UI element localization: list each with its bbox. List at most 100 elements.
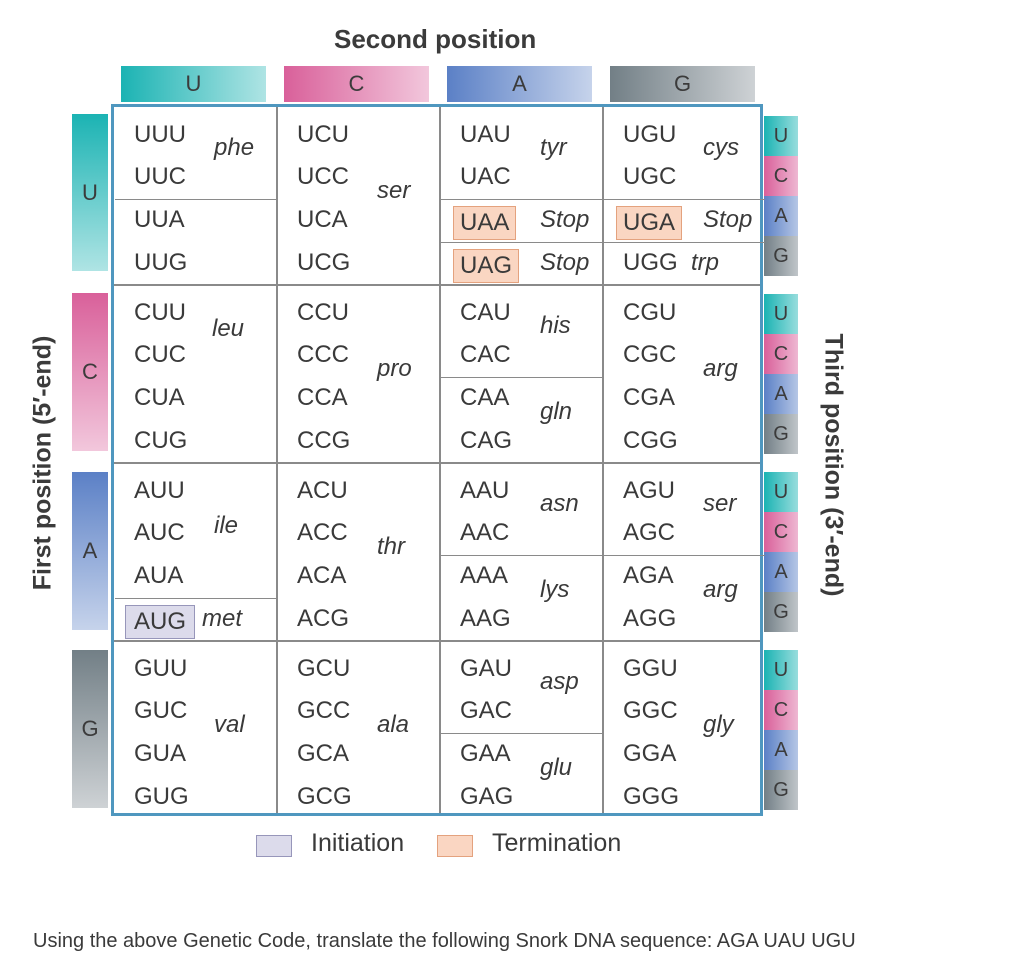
codon-ggc: GGC <box>623 697 678 724</box>
amino-acid-arg: arg <box>703 576 738 603</box>
codon-gag: GAG <box>460 783 514 810</box>
grid-divider <box>114 640 760 642</box>
codon-cga: CGA <box>623 384 676 411</box>
codon-ucc: UCC <box>297 163 349 190</box>
codon-aau: AAU <box>460 477 510 504</box>
codon-gcc: GCC <box>297 697 351 724</box>
amino-acid-glu: glu <box>540 754 573 781</box>
first-position-label: First position (5′-end) <box>28 335 57 591</box>
first-position-tab-u: U <box>72 114 108 271</box>
amino-acid-leu: leu <box>212 315 245 342</box>
amino-acid-phe: phe <box>214 134 255 161</box>
amino-acid-pro: pro <box>377 355 412 382</box>
codon-gug: GUG <box>134 783 189 810</box>
third-position-tab-a: A <box>764 374 798 414</box>
grid-divider <box>439 107 441 813</box>
second-position-tab-g: G <box>610 66 755 102</box>
codon-aga: AGA <box>623 562 674 589</box>
codon-ggu: GGU <box>623 655 678 682</box>
third-position-tab-a: A <box>764 552 798 592</box>
amino-acid-ser: ser <box>703 490 737 517</box>
second-position-tab-a: A <box>447 66 592 102</box>
grid-divider <box>602 107 604 813</box>
amino-acid-stop: Stop <box>540 249 590 276</box>
codon-agu: AGU <box>623 477 676 504</box>
amino-acid-thr: thr <box>377 533 406 560</box>
codon-gca: GCA <box>297 740 350 767</box>
genetic-code-table: UUU UUC UUA UUG phe UCU UCC UCA UCG ser UAU UAC UAA U… <box>111 104 765 816</box>
termination-legend-swatch <box>437 835 473 857</box>
codon-ugu: UGU <box>623 121 677 148</box>
codon-auc: AUC <box>134 519 185 546</box>
third-position-tab-c: C <box>764 156 798 196</box>
codon-gcu: GCU <box>297 655 351 682</box>
codon-ugc: UGC <box>623 163 677 190</box>
amino-acid-ile: ile <box>214 512 239 539</box>
codon-gga: GGA <box>623 740 677 767</box>
second-position-tab-c: C <box>284 66 429 102</box>
amino-acid-lys: lys <box>540 576 570 603</box>
codon-gcg: GCG <box>297 783 352 810</box>
third-position-tab-g: G <box>764 770 798 810</box>
amino-acid-ala: ala <box>377 711 410 738</box>
codon-guc: GUC <box>134 697 188 724</box>
grid-divider <box>604 199 765 200</box>
third-position-tab-a: A <box>764 196 798 236</box>
codon-ccc: CCC <box>297 341 349 368</box>
third-position-tab-g: G <box>764 236 798 276</box>
codon-uac: UAC <box>460 163 511 190</box>
codon-aug: AUG <box>125 605 196 639</box>
first-position-tab-c: C <box>72 293 108 451</box>
codon-aag: AAG <box>460 605 511 632</box>
grid-divider <box>441 242 602 243</box>
grid-divider <box>441 733 602 734</box>
codon-acg: ACG <box>297 605 350 632</box>
amino-acid-val: val <box>214 711 245 738</box>
grid-divider <box>114 284 760 286</box>
codon-cuc: CUC <box>134 341 186 368</box>
codon-ucg: UCG <box>297 249 351 276</box>
codon-cau: CAU <box>460 299 511 326</box>
question-text: Using the above Genetic Code, translate … <box>33 930 856 952</box>
grid-divider <box>115 199 276 200</box>
codon-cgu: CGU <box>623 299 677 326</box>
third-position-tab-c: C <box>764 512 798 552</box>
third-position-tab-g: G <box>764 592 798 632</box>
amino-acid-stop: Stop <box>703 206 753 233</box>
amino-acid-gln: gln <box>540 398 573 425</box>
third-position-tab-g: G <box>764 414 798 454</box>
grid-divider <box>115 598 276 599</box>
amino-acid-asn: asn <box>540 490 579 517</box>
codon-uaa: UAA <box>453 206 517 240</box>
codon-uag: UAG <box>453 249 520 283</box>
grid-divider <box>441 377 602 378</box>
codon-gua: GUA <box>134 740 187 767</box>
codon-ggg: GGG <box>623 783 680 810</box>
grid-divider <box>276 107 278 813</box>
codon-aca: ACA <box>297 562 347 589</box>
codon-cgc: CGC <box>623 341 677 368</box>
initiation-legend-swatch <box>256 835 292 857</box>
codon-acc: ACC <box>297 519 348 546</box>
first-position-tab-g: G <box>72 650 108 808</box>
amino-acid-tyr: tyr <box>540 134 567 161</box>
second-position-tab-u: U <box>121 66 266 102</box>
third-position-tab-u: U <box>764 472 798 512</box>
amino-acid-arg: arg <box>703 355 738 382</box>
codon-ccg: CCG <box>297 427 351 454</box>
codon-gaa: GAA <box>460 740 511 767</box>
amino-acid-asp: asp <box>540 668 579 695</box>
codon-agc: AGC <box>623 519 676 546</box>
grid-divider <box>441 555 602 556</box>
amino-acid-met: met <box>202 605 243 632</box>
second-position-title: Second position <box>334 24 537 54</box>
amino-acid-trp: trp <box>691 249 720 276</box>
third-position-label: Third position (3′-end) <box>819 333 848 597</box>
initiation-legend-label: Initiation <box>311 829 405 857</box>
codon-cug: CUG <box>134 427 188 454</box>
third-position-tab-u: U <box>764 116 798 156</box>
codon-guu: GUU <box>134 655 188 682</box>
codon-auu: AUU <box>134 477 185 504</box>
codon-aac: AAC <box>460 519 510 546</box>
codon-caa: CAA <box>460 384 510 411</box>
